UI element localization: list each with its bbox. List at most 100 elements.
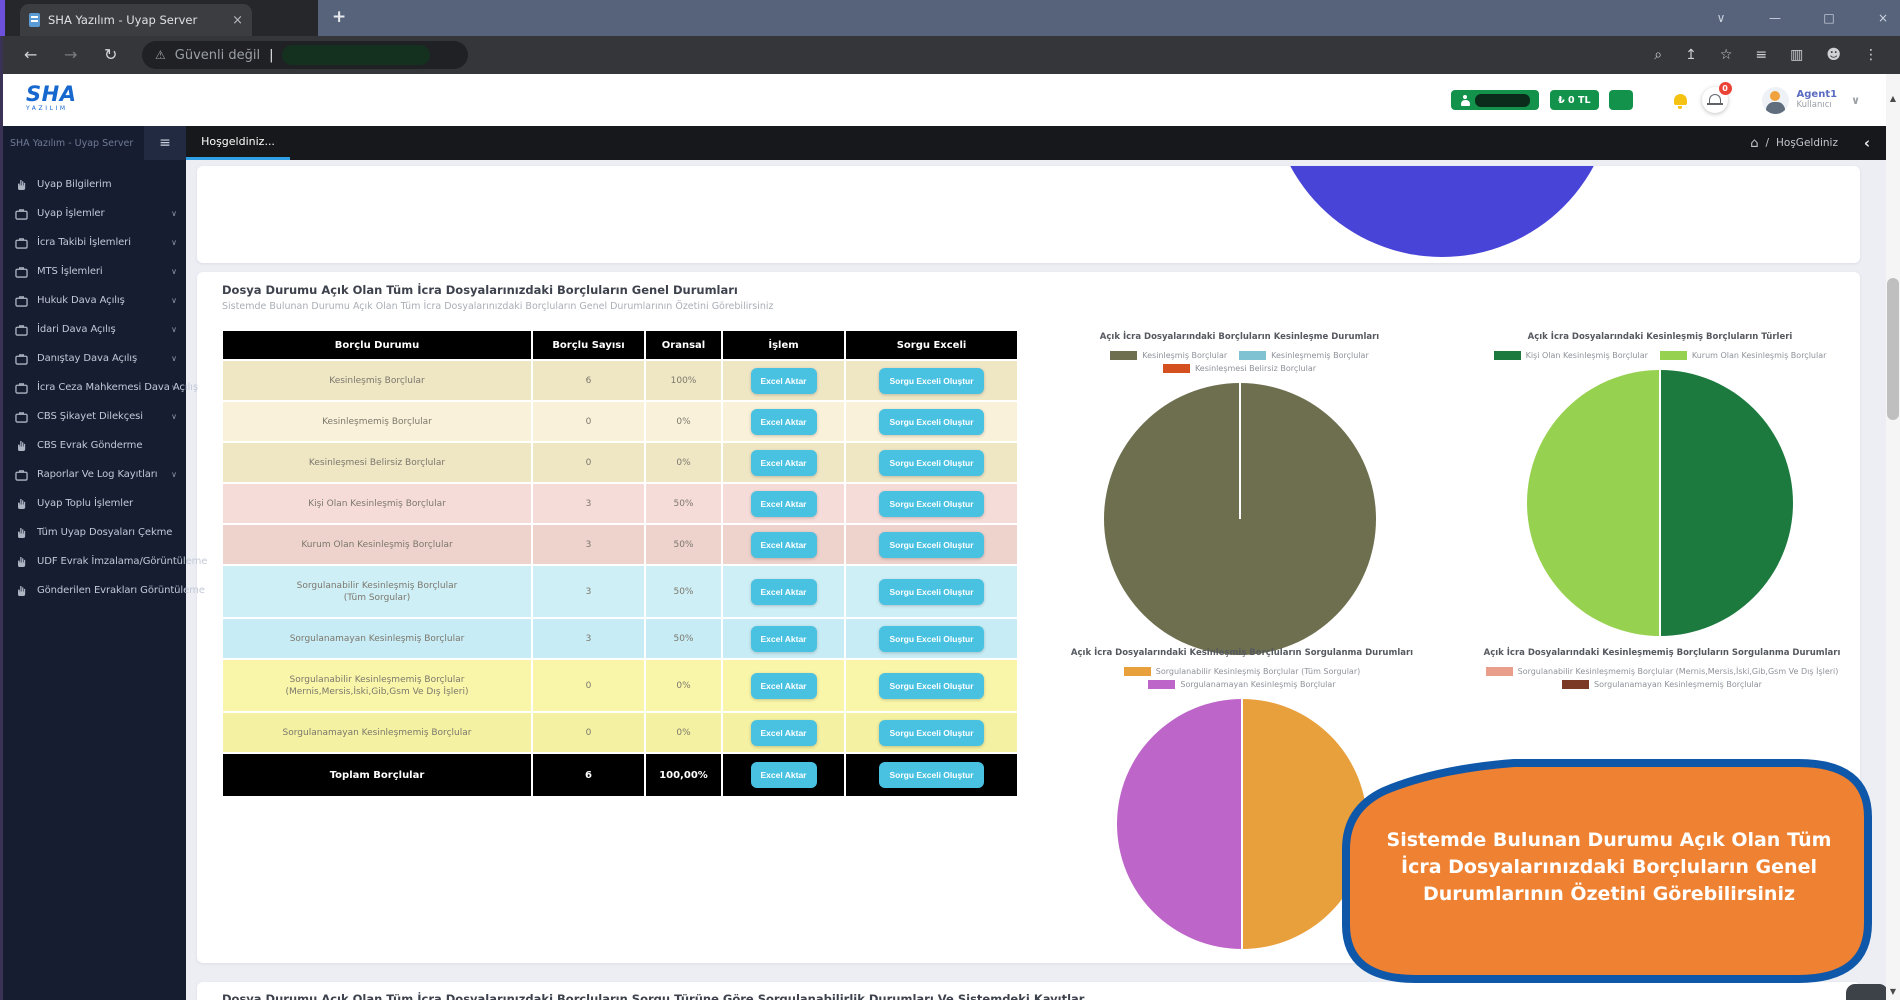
balance-button[interactable]: ₺ 0 TL	[1550, 90, 1599, 110]
top-chart-card	[197, 166, 1860, 263]
table-row: Kesinleşmemiş Borçlular 0 0% Excel Aktar Sor…	[222, 401, 1018, 442]
bell-icon	[1706, 94, 1723, 105]
search-icon[interactable]: ⌕	[1654, 47, 1663, 63]
reload-icon[interactable]: ↻	[104, 45, 118, 64]
sidebar-item[interactable]: İcra Takibi İşlemleri ∨	[0, 228, 186, 257]
browser-address-bar: ← → ↻ ⚠ Güvenli değil | ⌕ ↥ ☆ ≡ ▥ ☻ ⋮	[0, 36, 1900, 74]
user-meta[interactable]: Agent1 Kullanıcı	[1797, 89, 1838, 111]
home-icon[interactable]: ⌂	[1750, 135, 1759, 151]
page-scrollbar[interactable]: ▲ ▼	[1886, 74, 1900, 1000]
query-cell: Sorgu Exceli Oluştur	[845, 712, 1018, 753]
sidebar-item-label: Raporlar Ve Log Kayıtları	[37, 469, 158, 480]
sorgu-exceli-olustur-button[interactable]: Sorgu Exceli Oluştur	[879, 408, 984, 435]
excel-aktar-button[interactable]: Excel Aktar	[750, 719, 817, 746]
chevron-down-icon[interactable]: ∨	[1851, 93, 1860, 107]
sorgu-exceli-olustur-button[interactable]: Sorgu Exceli Oluştur	[879, 367, 984, 394]
debtor-count-cell: 3	[532, 524, 645, 565]
sorgu-exceli-olustur-button[interactable]: Sorgu Exceli Oluştur	[879, 625, 984, 652]
excel-aktar-button[interactable]: Excel Aktar	[750, 408, 817, 435]
pie-chart	[1117, 699, 1367, 949]
new-tab-button[interactable]: +	[332, 7, 347, 27]
balance-label: ₺ 0 TL	[1558, 94, 1591, 106]
avatar[interactable]	[1761, 86, 1789, 114]
address-input[interactable]: ⚠ Güvenli değil |	[142, 41, 468, 69]
sidebar-item[interactable]: CBS Şikayet Dilekçesi ∨	[0, 402, 186, 431]
excel-aktar-button[interactable]: Excel Aktar	[750, 531, 817, 558]
sorgu-exceli-olustur-button[interactable]: Sorgu Exceli Oluştur	[879, 672, 984, 699]
excel-aktar-button[interactable]: Excel Aktar	[750, 449, 817, 476]
chart-kesinlesme-durumlari: Açık İcra Dosyalarındaki Borçluların Kes…	[1042, 332, 1437, 655]
maximize-icon[interactable]: □	[1823, 11, 1835, 25]
table-row: Kurum Olan Kesinleşmiş Borçlular 3 50% Exce…	[222, 524, 1018, 565]
address-bar-actions: ⌕ ↥ ☆ ≡ ▥ ☻ ⋮	[1654, 36, 1878, 74]
panels-icon[interactable]: ▥	[1790, 47, 1804, 63]
sidebar-item[interactable]: Uyap İşlemler ∨	[0, 199, 186, 228]
scroll-up-icon[interactable]: ▲	[1889, 94, 1897, 103]
sidebar-item[interactable]: CBS Evrak Gönderme	[0, 431, 186, 460]
chevron-down-icon[interactable]: ∨	[1716, 11, 1726, 25]
close-tab-icon[interactable]: ×	[232, 12, 243, 28]
chart-title: Açık İcra Dosyalarındaki Kesinleşmemiş B…	[1483, 648, 1841, 658]
sorgu-exceli-olustur-button[interactable]: Sorgu Exceli Oluştur	[879, 490, 984, 517]
share-icon[interactable]: ↥	[1685, 47, 1697, 63]
notifications-button[interactable]: 0	[1701, 82, 1732, 113]
sidebar-item[interactable]: Hukuk Dava Açılış ∨	[0, 286, 186, 315]
sidebar-item[interactable]: Tüm Uyap Dosyaları Çekme	[0, 518, 186, 547]
sidebar-item[interactable]: MTS İşlemleri ∨	[0, 257, 186, 286]
tab-hosgeldiniz[interactable]: Hoşgeldiniz...	[186, 126, 290, 160]
back-icon[interactable]: ←	[24, 45, 38, 64]
reading-list-icon[interactable]: ≡	[1755, 47, 1768, 63]
app-logo[interactable]: SHA YAZILIM	[26, 83, 76, 112]
sorgu-exceli-olustur-button[interactable]: Sorgu Exceli Oluştur	[879, 449, 984, 476]
sidebar-item[interactable]: UDF Evrak İmzalama/Görüntüleme	[0, 547, 207, 576]
excel-aktar-button[interactable]: Excel Aktar	[750, 490, 817, 517]
sidebar-item[interactable]: İdari Dava Açılış ∨	[0, 315, 186, 344]
query-cell: Sorgu Exceli Oluştur	[845, 442, 1018, 483]
user-account-button[interactable]	[1451, 90, 1540, 110]
sidebar-item[interactable]: Raporlar Ve Log Kayıtları ∨	[0, 460, 186, 489]
bottom-section-title: Dosya Durumu Açık Olan Tüm İcra Dosyalar…	[222, 992, 1085, 1000]
sidebar-hamburger-button[interactable]: ≡	[144, 126, 186, 160]
scrollbar-thumb[interactable]	[1887, 278, 1899, 420]
minimize-icon[interactable]: —	[1769, 11, 1781, 25]
excel-aktar-button[interactable]: Excel Aktar	[750, 672, 817, 699]
hand-icon	[14, 498, 28, 510]
sorgu-exceli-olustur-button[interactable]: Sorgu Exceli Oluştur	[879, 578, 984, 605]
sidebar-item[interactable]: İcra Ceza Mahkemesi Dava Açılış ∨	[0, 373, 198, 402]
refresh-button[interactable]	[1608, 90, 1633, 110]
person-icon	[1460, 94, 1470, 106]
excel-aktar-button[interactable]: Excel Aktar	[750, 625, 817, 652]
sidebar-item[interactable]: Uyap Toplu İşlemler	[0, 489, 186, 518]
debtor-status-cell: Sorgulanabilir Kesinleşmiş Borçlular (Tüm…	[222, 565, 532, 618]
collapse-panel-icon[interactable]: ‹	[1863, 134, 1870, 152]
star-icon[interactable]: ☆	[1719, 47, 1733, 63]
menu-dots-icon[interactable]: ⋮	[1864, 47, 1878, 63]
sidebar-item[interactable]: Gönderilen Evrakları Görüntüleme	[0, 576, 205, 605]
floating-button[interactable]	[1846, 984, 1888, 1000]
scroll-down-icon[interactable]: ▼	[1889, 987, 1897, 996]
excel-aktar-button[interactable]: Excel Aktar	[750, 578, 817, 605]
sorgu-exceli-olustur-button[interactable]: Sorgu Exceli Oluştur	[879, 531, 984, 558]
chevron-down-icon: ∨	[171, 296, 177, 305]
excel-aktar-button[interactable]: Excel Aktar	[750, 762, 817, 788]
sidebar-item[interactable]: Danıştay Dava Açılış ∨	[0, 344, 186, 373]
sorgu-exceli-olustur-button[interactable]: Sorgu Exceli Oluştur	[879, 762, 984, 788]
action-cell: Excel Aktar	[722, 524, 845, 565]
sidebar-brand: SHA Yazılım - Uyap Server ≡	[0, 126, 186, 160]
warning-icon[interactable]: ⚠	[155, 48, 166, 62]
sidebar-item-label: CBS Şikayet Dilekçesi	[37, 411, 143, 422]
browser-tab[interactable]: SHA Yazılım - Uyap Server ×	[20, 4, 252, 36]
excel-aktar-button[interactable]: Excel Aktar	[750, 367, 817, 394]
sidebar-item[interactable]: Uyap Bilgilerim	[0, 170, 186, 199]
page-tab-strip: Hoşgeldiniz... ⌂ / HoşGeldiniz ‹	[186, 126, 1886, 160]
debtor-status-cell: Kesinleşmemiş Borçlular	[222, 401, 532, 442]
close-icon[interactable]: ×	[1877, 11, 1889, 25]
forward-icon[interactable]: →	[64, 45, 78, 64]
query-cell: Sorgu Exceli Oluştur	[845, 565, 1018, 618]
chart-legend: Kesinleşmiş Borçlular Kesinleşmemiş Borçl…	[1042, 351, 1437, 373]
sidebar-item-label: MTS İşlemleri	[37, 266, 103, 277]
sorgu-exceli-olustur-button[interactable]: Sorgu Exceli Oluştur	[879, 719, 984, 746]
profile-icon[interactable]: ☻	[1826, 47, 1841, 63]
alert-bell-icon[interactable]	[1673, 93, 1688, 109]
hand-icon	[14, 527, 28, 539]
